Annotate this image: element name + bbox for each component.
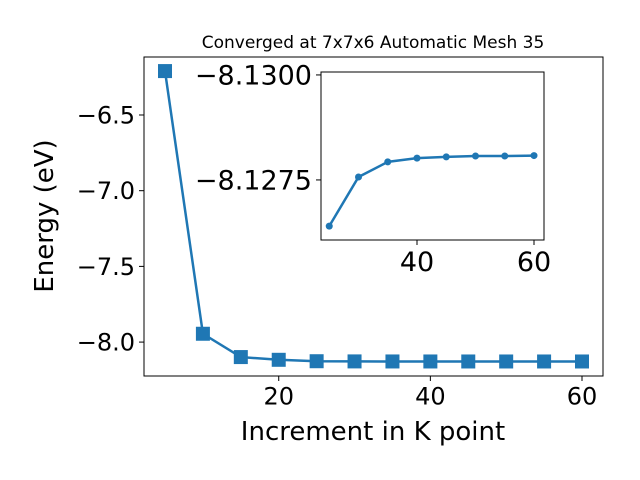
data-point (530, 152, 538, 160)
chart-title: Converged at 7x7x6 Automatic Mesh 35 (202, 33, 545, 53)
x-tick-label: 60 (567, 382, 598, 410)
y-tick-label: −8.1275 (195, 165, 312, 196)
x-tick-label: 20 (263, 382, 294, 410)
y-tick-label: −7.5 (77, 253, 135, 281)
x-tick-label: 40 (400, 247, 434, 278)
data-point (471, 152, 479, 160)
data-point (413, 154, 421, 162)
data-point (461, 354, 476, 369)
data-point (158, 64, 173, 79)
data-point (574, 354, 589, 369)
data-point (195, 326, 210, 341)
x-tick-label: 60 (517, 247, 551, 278)
y-axis-label: Energy (eV) (30, 139, 60, 292)
y-tick-label: −7.0 (77, 177, 135, 205)
data-point (309, 354, 324, 369)
y-tick-label: −8.1300 (195, 60, 312, 91)
data-point (233, 350, 248, 365)
data-line (328, 154, 535, 227)
data-point (499, 354, 514, 369)
data-point (537, 354, 552, 369)
y-tick-label: −8.0 (77, 328, 135, 356)
data-point (423, 354, 438, 369)
data-point (354, 173, 362, 181)
data-point (271, 352, 286, 367)
data-point (347, 354, 362, 369)
data-point (325, 222, 333, 230)
x-axis-label: Increment in K point (241, 417, 505, 447)
data-point (501, 152, 509, 160)
y-tick-label: −6.5 (77, 101, 135, 129)
data-point (385, 354, 400, 369)
x-tick-label: 40 (415, 382, 446, 410)
data-point (442, 153, 450, 161)
data-point (384, 158, 392, 166)
